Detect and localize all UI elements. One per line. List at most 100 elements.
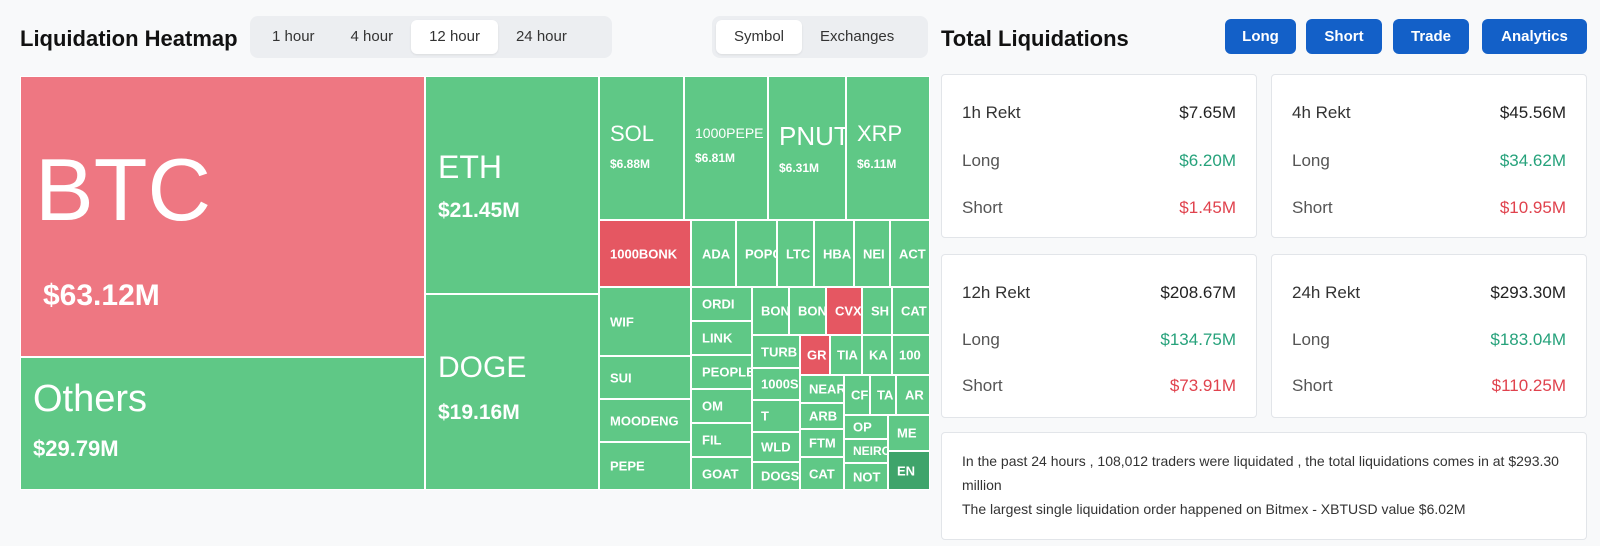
tile-symbol: OP: [853, 419, 872, 435]
tile-sui[interactable]: SUI: [599, 356, 691, 399]
tile-near[interactable]: NEAR: [800, 375, 844, 403]
tab-12-hour[interactable]: 12 hour: [411, 20, 498, 54]
tile-symbol: CVX: [835, 303, 862, 319]
tile-value: $21.45M: [438, 199, 520, 222]
tile-symbol: DOGS: [761, 468, 800, 484]
tile-hba[interactable]: HBA: [814, 220, 854, 287]
long-value: $34.62M: [1499, 151, 1566, 170]
tile-symbol: LTC: [786, 246, 811, 261]
tile-link[interactable]: LINK: [691, 321, 752, 355]
tile-value: $6.81M: [695, 151, 736, 165]
liquidation-summary: In the past 24 hours , 108,012 traders w…: [941, 432, 1587, 540]
tile-fil[interactable]: FIL: [691, 423, 752, 457]
tile-cf[interactable]: CF: [844, 375, 870, 415]
tile-arb[interactable]: ARB: [800, 403, 844, 429]
tile-tia[interactable]: TIA: [830, 335, 862, 375]
tile-moodeng[interactable]: MOODENG: [599, 399, 691, 442]
tile-value: $6.88M: [610, 157, 651, 171]
tile-symbol: DOGE: [438, 351, 527, 384]
tile-doge[interactable]: DOGE $19.16M: [425, 294, 599, 490]
tile-symbol: OM: [702, 398, 723, 414]
tile-t[interactable]: T: [752, 400, 800, 432]
totals-title: Total Liquidations: [941, 26, 1129, 51]
tile-turb[interactable]: TURB: [752, 335, 800, 368]
rekt-card-4h: 4h Rekt $45.56M Long $34.62M Short $10.95M: [1271, 74, 1587, 238]
tile-1000s[interactable]: 1000S: [752, 368, 800, 400]
tile-symbol: FTM: [809, 435, 836, 451]
tile-cvx[interactable]: CVX: [826, 287, 862, 335]
tile-people[interactable]: PEOPLE: [691, 355, 752, 389]
tab-24-hour[interactable]: 24 hour: [515, 28, 567, 45]
tile-op[interactable]: OP: [844, 415, 888, 439]
long-label: Long: [962, 330, 1000, 349]
tab-symbol[interactable]: Symbol: [716, 20, 803, 54]
tile-symbol: ME: [897, 425, 917, 441]
tile-wld[interactable]: WLD: [752, 432, 800, 462]
tile-1000bonk[interactable]: 1000BONK: [599, 220, 691, 287]
tile-ada[interactable]: ADA: [691, 220, 736, 287]
tile-btc[interactable]: BTC $63.12M: [20, 76, 425, 357]
rekt-total: $208.67M: [1160, 283, 1236, 302]
tile-ordi[interactable]: ORDI: [691, 287, 752, 321]
tile-value: $6.31M: [779, 161, 820, 175]
tile-ltc[interactable]: LTC: [777, 220, 814, 287]
short-label: Short: [1292, 198, 1333, 217]
tile-100[interactable]: 100: [892, 335, 930, 375]
tile-symbol: 100: [899, 347, 921, 363]
tile-ftm[interactable]: FTM: [800, 429, 844, 457]
rekt-short-row: Short $1.45M: [962, 198, 1236, 218]
long-value: $6.20M: [1179, 151, 1236, 170]
tile-bon-2[interactable]: BON: [789, 287, 826, 335]
analytics-button[interactable]: Analytics: [1482, 19, 1587, 54]
tile-gr[interactable]: GR: [800, 335, 830, 375]
tile-symbol: NOT: [853, 469, 881, 484]
tile-symbol: SUI: [610, 370, 632, 385]
tab-1-hour[interactable]: 1 hour: [272, 28, 315, 45]
tab-exchanges[interactable]: Exchanges: [820, 28, 895, 45]
tile-wif[interactable]: WIF: [599, 287, 691, 356]
short-button[interactable]: Short: [1306, 19, 1382, 54]
long-button[interactable]: Long: [1225, 19, 1296, 54]
tile-eth[interactable]: ETH $21.45M: [425, 76, 599, 294]
tile-me[interactable]: ME: [888, 415, 930, 451]
rekt-short-row: Short $10.95M: [1292, 198, 1566, 218]
tile-symbol: PEPE: [610, 458, 645, 474]
tile-symbol: 1000PEPE: [695, 125, 764, 141]
tile-nei[interactable]: NEI: [854, 220, 890, 287]
tile-symbol: BTC: [35, 140, 211, 239]
tile-symbol: CAT: [901, 303, 927, 319]
tile-om[interactable]: OM: [691, 389, 752, 423]
rekt-total-row: 4h Rekt $45.56M: [1292, 103, 1566, 123]
tile-sol[interactable]: SOL $6.88M: [599, 76, 684, 220]
tab-4-hour[interactable]: 4 hour: [350, 28, 394, 45]
rekt-long-row: Long $6.20M: [962, 151, 1236, 171]
tile-symbol: XRP: [857, 121, 903, 146]
tile-ta[interactable]: TA: [870, 375, 896, 415]
tile-symbol: KA: [869, 347, 888, 363]
tile-bon[interactable]: BON: [752, 287, 789, 335]
rekt-total-row: 12h Rekt $208.67M: [962, 283, 1236, 303]
rekt-long-row: Long $34.62M: [1292, 151, 1566, 171]
tile-pepe[interactable]: PEPE: [599, 442, 691, 490]
tile-value: $19.16M: [438, 401, 520, 424]
tile-xrp[interactable]: XRP $6.11M: [846, 76, 930, 220]
rekt-total-row: 24h Rekt $293.30M: [1292, 283, 1566, 303]
tile-ar[interactable]: AR: [896, 375, 930, 415]
tile-not[interactable]: NOT: [844, 463, 888, 490]
tile-sh[interactable]: SH: [862, 287, 892, 335]
tile-neiro[interactable]: NEIRO: [844, 439, 888, 463]
tile-cat-2[interactable]: CAT: [800, 457, 844, 490]
tile-dogs[interactable]: DOGS: [752, 462, 800, 490]
tile-pnut[interactable]: PNUT $6.31M: [768, 76, 846, 220]
rekt-card-24h: 24h Rekt $293.30M Long $183.04M Short $110.…: [1271, 254, 1587, 418]
tile-en[interactable]: EN: [888, 451, 930, 490]
rekt-long-row: Long $134.75M: [962, 330, 1236, 350]
tile-ka[interactable]: KA: [862, 335, 892, 375]
tile-cat[interactable]: CAT: [892, 287, 930, 335]
tile-1000pepe[interactable]: 1000PEPE $6.81M: [684, 76, 768, 220]
tile-popc[interactable]: POPC: [736, 220, 777, 287]
tile-others[interactable]: Others $29.79M: [20, 357, 425, 490]
tile-goat[interactable]: GOAT: [691, 457, 752, 490]
trade-button[interactable]: Trade: [1393, 19, 1469, 54]
tile-act[interactable]: ACT: [890, 220, 930, 287]
